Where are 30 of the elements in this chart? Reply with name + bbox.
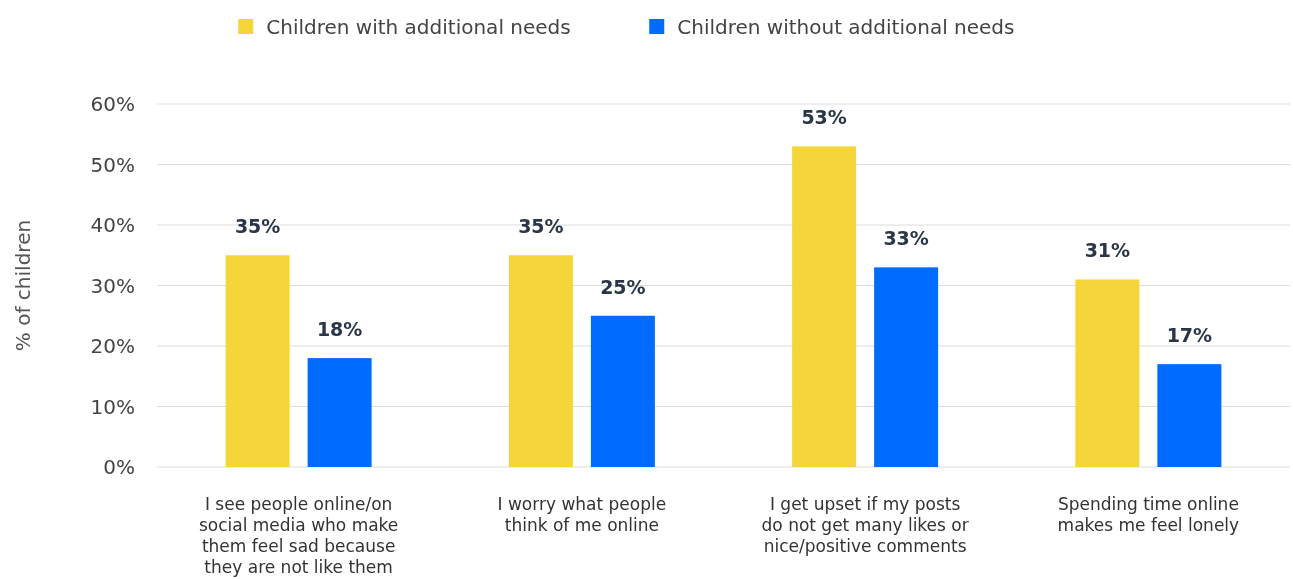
y-tick-label: 50% [90,152,135,177]
bar [792,146,857,467]
data-label: 25% [600,275,646,298]
x-tick-label: I get upset if my posts do not get many likes or nice/positive comments [761,494,969,556]
x-tick-label: I see people online/on social media who make them feel sad because they are not like them [198,494,399,577]
data-label: 17% [1166,324,1213,347]
data-label: 35% [234,215,281,238]
data-label: 33% [883,227,929,250]
y-tick-label: 10% [90,394,135,419]
bar [1157,364,1222,467]
y-axis-title: % of children [11,219,35,352]
bar [874,267,939,467]
data-label: 31% [1084,239,1131,262]
y-tick-label: 30% [90,273,135,298]
bar [590,315,655,467]
data-label: 35% [518,215,564,238]
data-label: 18% [316,318,363,341]
bar [508,255,573,467]
y-tick-label: 40% [90,213,135,237]
y-tick-label: 0% [103,455,135,479]
x-tick-label: I worry what people think of me online [497,494,667,535]
bar [307,358,372,467]
x-tick-label: Spending time online makes me feel lonely [1057,494,1240,535]
legend-label: Children without additional needs [677,15,1015,39]
y-tick-label: 20% [90,334,135,358]
data-label: 53% [801,106,847,129]
bar [1075,279,1140,467]
bar [225,255,290,467]
y-tick-label: 60% [90,92,135,116]
legend-label: Children with additional needs [266,15,571,39]
